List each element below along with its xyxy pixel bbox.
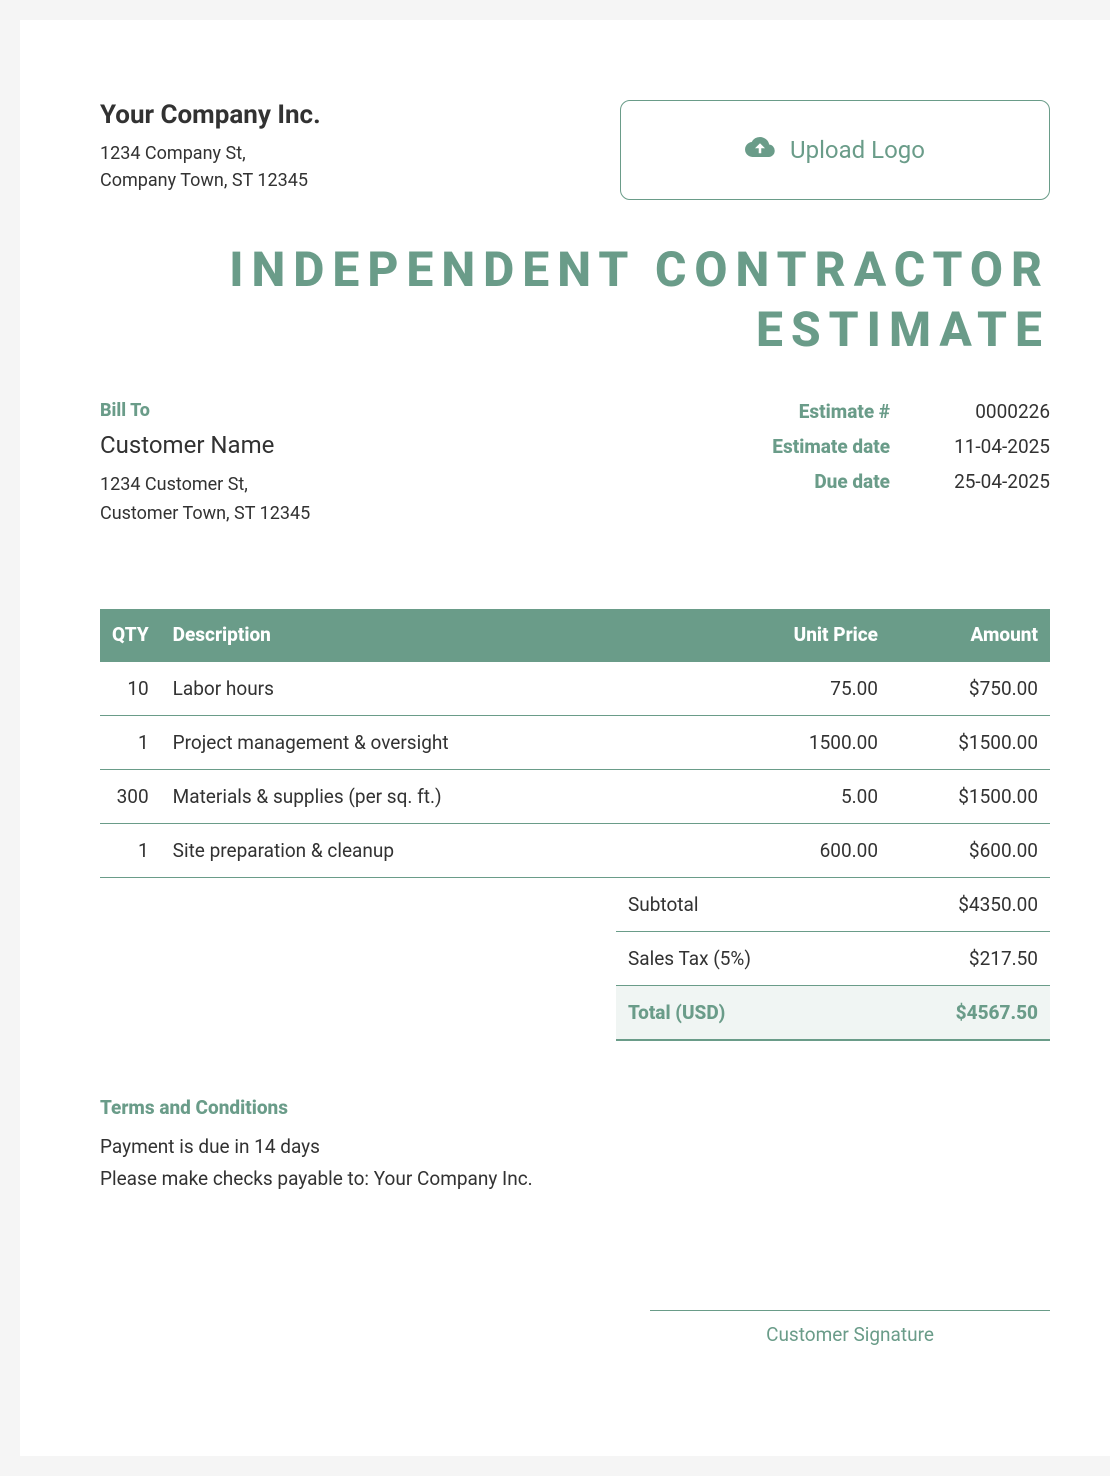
cell-unit-price: 75.00 — [710, 661, 890, 716]
cloud-upload-icon — [745, 132, 775, 168]
signature-block: Customer Signature — [650, 1310, 1050, 1346]
subtotal-value: $4350.00 — [958, 893, 1038, 916]
cell-unit-price: 600.00 — [710, 823, 890, 877]
upload-logo-button[interactable]: Upload Logo — [620, 100, 1050, 200]
company-block: Your Company Inc. 1234 Company St, Compa… — [100, 100, 321, 194]
estimate-meta: Estimate # 0000226 Estimate date 11-04-2… — [740, 400, 1050, 529]
tax-label: Sales Tax (5%) — [628, 947, 751, 970]
line-items-table: QTY Description Unit Price Amount 10Labo… — [100, 609, 1050, 878]
cell-unit-price: 1500.00 — [710, 715, 890, 769]
customer-name: Customer Name — [100, 431, 310, 459]
estimate-number-label: Estimate # — [740, 400, 890, 423]
estimate-date-label: Estimate date — [740, 435, 890, 458]
table-row: 1Site preparation & cleanup600.00$600.00 — [100, 823, 1050, 877]
company-name: Your Company Inc. — [100, 100, 321, 130]
company-address-line1: 1234 Company St, — [100, 140, 321, 167]
title-line1: INDEPENDENT CONTRACTOR — [100, 240, 1050, 300]
company-address: 1234 Company St, Company Town, ST 12345 — [100, 140, 321, 194]
meta-due-date: Due date 25-04-2025 — [740, 470, 1050, 493]
tax-value: $217.50 — [969, 947, 1038, 970]
estimate-date-value: 11-04-2025 — [930, 435, 1050, 458]
bill-to-block: Bill To Customer Name 1234 Customer St, … — [100, 400, 310, 529]
table-row: 10Labor hours75.00$750.00 — [100, 661, 1050, 716]
estimate-number-value: 0000226 — [930, 400, 1050, 423]
table-row: 1Project management & oversight1500.00$1… — [100, 715, 1050, 769]
total-value: $4567.50 — [956, 1001, 1038, 1024]
table-row: 300Materials & supplies (per sq. ft.)5.0… — [100, 769, 1050, 823]
upload-logo-label: Upload Logo — [790, 136, 925, 164]
cell-amount: $1500.00 — [890, 769, 1050, 823]
title-line2: ESTIMATE — [100, 300, 1050, 360]
table-header-row: QTY Description Unit Price Amount — [100, 609, 1050, 661]
cell-description: Project management & oversight — [161, 715, 710, 769]
estimate-page: Your Company Inc. 1234 Company St, Compa… — [20, 20, 1110, 1456]
meta-estimate-number: Estimate # 0000226 — [740, 400, 1050, 423]
due-date-label: Due date — [740, 470, 890, 493]
header: Your Company Inc. 1234 Company St, Compa… — [100, 100, 1050, 200]
col-qty: QTY — [100, 609, 161, 661]
cell-qty: 10 — [100, 661, 161, 716]
col-amount: Amount — [890, 609, 1050, 661]
terms-heading: Terms and Conditions — [100, 1096, 1050, 1119]
col-unit-price: Unit Price — [710, 609, 890, 661]
total-row: Total (USD) $4567.50 — [616, 986, 1050, 1041]
signature-label: Customer Signature — [650, 1310, 1050, 1346]
cell-description: Site preparation & cleanup — [161, 823, 710, 877]
customer-address-line2: Customer Town, ST 12345 — [100, 500, 310, 529]
total-label: Total (USD) — [628, 1001, 725, 1024]
cell-qty: 1 — [100, 823, 161, 877]
document-title: INDEPENDENT CONTRACTOR ESTIMATE — [100, 240, 1050, 360]
customer-address: 1234 Customer St, Customer Town, ST 1234… — [100, 471, 310, 529]
cell-amount: $750.00 — [890, 661, 1050, 716]
cell-qty: 300 — [100, 769, 161, 823]
tax-row: Sales Tax (5%) $217.50 — [616, 932, 1050, 986]
billing-row: Bill To Customer Name 1234 Customer St, … — [100, 400, 1050, 529]
company-address-line2: Company Town, ST 12345 — [100, 167, 321, 194]
cell-qty: 1 — [100, 715, 161, 769]
cell-amount: $600.00 — [890, 823, 1050, 877]
terms-block: Terms and Conditions Payment is due in 1… — [100, 1096, 1050, 1196]
cell-amount: $1500.00 — [890, 715, 1050, 769]
cell-description: Materials & supplies (per sq. ft.) — [161, 769, 710, 823]
col-description: Description — [161, 609, 710, 661]
subtotal-label: Subtotal — [628, 893, 698, 916]
bill-to-heading: Bill To — [100, 400, 310, 421]
cell-unit-price: 5.00 — [710, 769, 890, 823]
due-date-value: 25-04-2025 — [930, 470, 1050, 493]
terms-line1: Payment is due in 14 days — [100, 1131, 1050, 1163]
meta-estimate-date: Estimate date 11-04-2025 — [740, 435, 1050, 458]
cell-description: Labor hours — [161, 661, 710, 716]
subtotal-row: Subtotal $4350.00 — [616, 878, 1050, 932]
customer-address-line1: 1234 Customer St, — [100, 471, 310, 500]
totals-block: Subtotal $4350.00 Sales Tax (5%) $217.50… — [616, 878, 1050, 1041]
terms-line2: Please make checks payable to: Your Comp… — [100, 1163, 1050, 1195]
